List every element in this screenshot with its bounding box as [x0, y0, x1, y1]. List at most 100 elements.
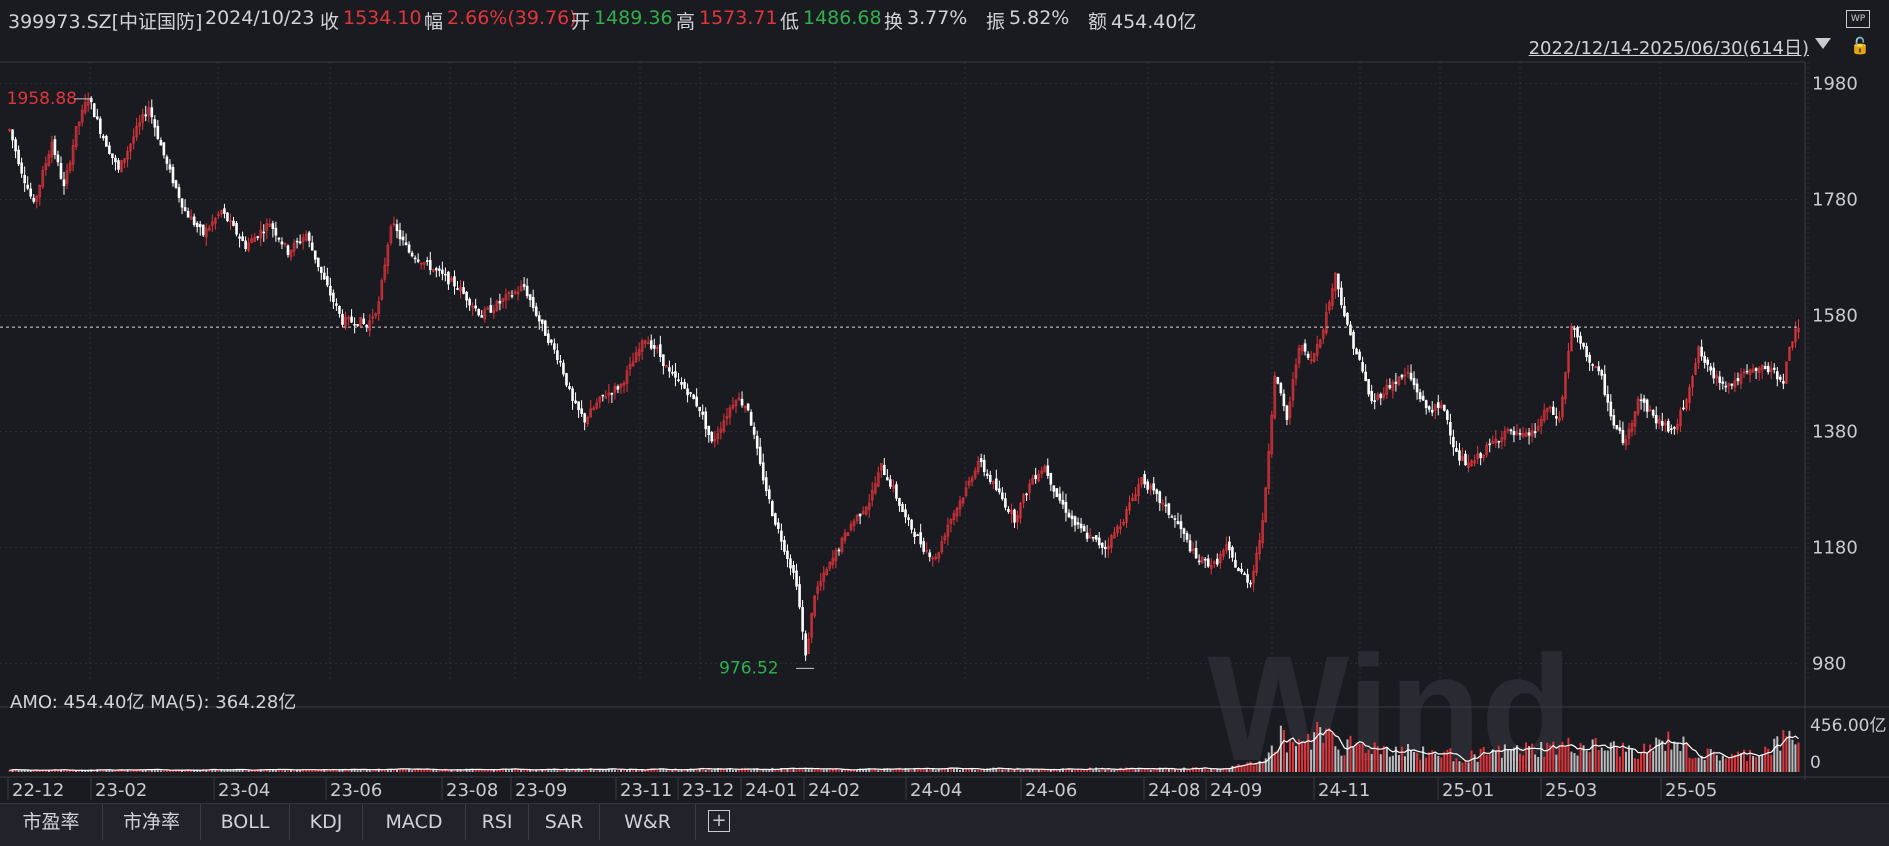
candle-body	[1334, 272, 1337, 291]
candle-body	[416, 259, 420, 262]
volume-bar	[1261, 761, 1264, 772]
volume-bar	[147, 769, 150, 772]
wp-icon[interactable]: WP	[1846, 10, 1870, 28]
candle-body	[728, 407, 732, 418]
candle-body	[495, 300, 499, 311]
volume-bar	[535, 769, 538, 772]
volume-bar	[23, 769, 26, 772]
volume-bar	[707, 768, 710, 772]
volume-bar	[925, 768, 928, 772]
date-tick-label: 24-02	[808, 780, 860, 801]
volume-bar	[153, 769, 156, 772]
candle-body	[1076, 522, 1080, 525]
date-range[interactable]: 2022/12/14-2025/06/30(614日)	[1528, 38, 1809, 59]
candle-body	[1651, 409, 1655, 416]
candle-body	[419, 262, 423, 265]
volume-bar	[374, 769, 377, 772]
candle-body	[1588, 354, 1591, 363]
volume-bar	[1700, 755, 1703, 772]
candle-body	[1312, 353, 1316, 362]
volume-bar	[1325, 728, 1328, 772]
volume-bar	[853, 769, 856, 772]
volume-bar	[311, 769, 314, 772]
candle-body	[867, 502, 871, 510]
candle-body	[304, 234, 308, 241]
volume-bar	[1428, 752, 1431, 772]
lock-icon[interactable]: 🔓	[1850, 36, 1870, 55]
candle-body	[716, 433, 720, 439]
candle-body	[241, 236, 244, 241]
tab-boll[interactable]: BOLL	[201, 804, 290, 840]
candle-body	[256, 236, 260, 238]
candle-body	[689, 392, 692, 394]
volume-bar	[1594, 737, 1597, 772]
volume-bar	[1198, 768, 1201, 772]
tab-macd[interactable]: MACD	[363, 804, 466, 840]
tab-pb[interactable]: 市净率	[103, 804, 201, 840]
candle-body	[807, 638, 810, 655]
volume-bar	[462, 769, 465, 772]
dropdown-triangle-icon[interactable]	[1815, 38, 1831, 49]
candle-body	[1585, 346, 1588, 358]
volume-bar	[1237, 764, 1240, 772]
candle-body	[456, 288, 459, 290]
volume-bars	[8, 721, 1800, 772]
candle-body	[307, 232, 311, 241]
tab-rsi[interactable]: RSI	[466, 804, 529, 840]
candle-body	[1551, 406, 1555, 415]
volume-bar	[99, 769, 102, 772]
candle-body	[1019, 502, 1022, 519]
volume-bar	[1694, 757, 1697, 772]
tab-wr[interactable]: W&R	[600, 804, 696, 840]
candle-body	[1010, 509, 1013, 515]
candle-body	[952, 513, 956, 520]
candle-body	[374, 313, 378, 317]
candle-body	[471, 305, 474, 308]
volume-bar	[1652, 750, 1655, 772]
add-indicator-button[interactable]: +	[708, 810, 730, 832]
volume-bar	[1646, 753, 1649, 772]
candle-body	[1691, 376, 1694, 388]
index-code[interactable]: 399973.SZ[中证国防]	[8, 11, 203, 33]
volume-bar	[1752, 756, 1755, 772]
candle-body	[1376, 394, 1380, 400]
candle-body	[1785, 361, 1788, 384]
candle-body	[1715, 375, 1719, 379]
candle-body	[1346, 312, 1349, 325]
candle-body	[1594, 366, 1597, 368]
candle-body	[1212, 561, 1216, 564]
candle-body	[1388, 384, 1392, 389]
candle-body	[1249, 582, 1252, 585]
candle-body	[1579, 335, 1582, 344]
candle-body	[1324, 312, 1328, 334]
candle-body	[876, 472, 880, 487]
volume-bar	[919, 768, 922, 772]
volume-bar	[1570, 751, 1573, 772]
date-tick-label: 25-05	[1665, 780, 1717, 801]
candlestick-chart[interactable]: Wind 198017801580138011809801958.88976.5…	[0, 0, 1889, 803]
volume-bar	[47, 770, 50, 772]
volume-bar	[1176, 769, 1179, 772]
volume-bar	[635, 769, 638, 772]
tab-sar[interactable]: SAR	[529, 804, 600, 840]
candle-body	[1455, 448, 1458, 452]
volume-bar	[305, 769, 308, 772]
candle-body	[556, 350, 559, 361]
volume-bar	[1213, 769, 1216, 772]
low-value: 1486.68	[803, 7, 882, 29]
candle-body	[1663, 422, 1667, 426]
volume-bar	[1413, 752, 1416, 772]
low-label: 低	[780, 11, 800, 33]
candle-body	[907, 517, 910, 520]
volume-bar	[610, 768, 613, 772]
volume-bar	[87, 770, 90, 772]
candle-body	[1676, 424, 1679, 430]
volume-bar	[235, 768, 238, 772]
candle-body	[943, 535, 947, 541]
volume-bar	[480, 769, 483, 772]
tab-pe[interactable]: 市盈率	[0, 804, 103, 840]
candle-body	[1697, 346, 1700, 363]
candle-body	[1170, 516, 1174, 518]
candle-body	[1197, 560, 1201, 563]
tab-kdj[interactable]: KDJ	[290, 804, 363, 840]
